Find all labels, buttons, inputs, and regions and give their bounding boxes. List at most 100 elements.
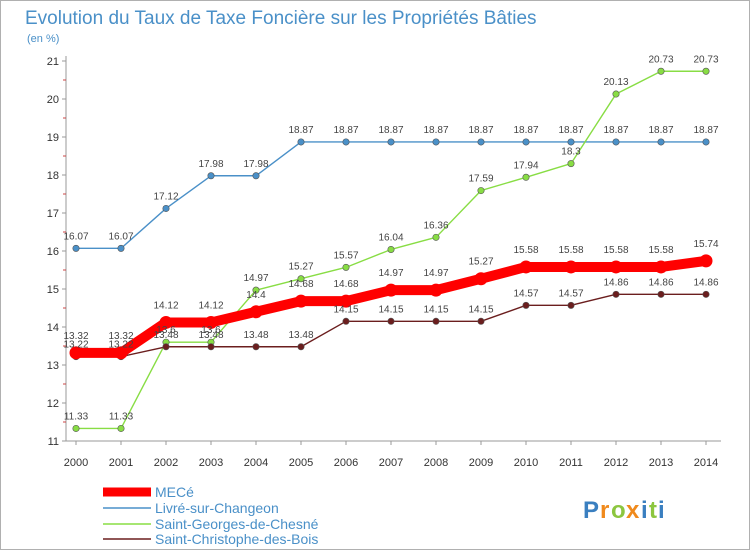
axes: 11 12 13 14 15 16 17 18 19 20 21 2000 2001 2002 2003 20…: [47, 56, 721, 469]
data-label: 13.6: [201, 325, 221, 336]
data-point: [252, 286, 260, 294]
data-label: 17.98: [243, 159, 268, 170]
data-label: 17.98: [198, 159, 223, 170]
data-label: 15.74: [693, 239, 718, 250]
chart-title: Evolution du Taux de Taxe Foncière sur l…: [25, 8, 537, 29]
data-point: [387, 245, 395, 253]
data-label: 15.58: [603, 245, 628, 256]
data-point: [114, 346, 128, 360]
data-label: 13.48: [243, 330, 268, 341]
data-label: 18.87: [378, 125, 403, 136]
data-point: [432, 233, 440, 241]
chart-subtitle: (en %): [27, 33, 59, 45]
data-point: [207, 343, 215, 351]
data-label: 15.27: [468, 257, 493, 268]
data-label: 14.12: [153, 300, 178, 311]
y-tick-label: 12: [47, 398, 59, 410]
data-point: [432, 138, 440, 146]
data-label: 14.97: [378, 268, 403, 279]
data-point: [387, 317, 395, 325]
data-point: [297, 275, 305, 283]
data-point: [387, 138, 395, 146]
data-label: 18.87: [288, 125, 313, 136]
data-point: [612, 290, 620, 298]
data-label: 15.58: [648, 245, 673, 256]
data-label: 11.33: [64, 411, 89, 422]
data-point: [162, 204, 170, 212]
data-label: 18.3: [561, 147, 581, 158]
data-point: [519, 260, 533, 274]
data-point: [477, 317, 485, 325]
y-tick-label: 21: [47, 56, 59, 68]
data-point: [159, 315, 173, 329]
data-point: [342, 138, 350, 146]
x-tick-label: 2001: [109, 457, 133, 469]
logo-letter: o: [611, 497, 626, 524]
series-group: [69, 67, 713, 432]
data-label: 18.87: [603, 125, 628, 136]
data-point: [297, 343, 305, 351]
data-point: [522, 173, 530, 181]
y-tick-label: 11: [48, 436, 59, 448]
data-point: [567, 160, 575, 168]
data-point: [654, 260, 668, 274]
logo-letter: P: [583, 497, 599, 524]
data-point: [204, 315, 218, 329]
data-label: 20.13: [603, 77, 628, 88]
data-labels-group: 13.32 13.32 14.12 14.12 14.4 14.68 14.68 14.97 1…: [63, 54, 718, 422]
data-point: [72, 244, 80, 252]
data-point: [612, 90, 620, 98]
x-tick-label: 2004: [244, 457, 268, 469]
x-tick-label: 2008: [424, 457, 448, 469]
data-label: 18.87: [558, 125, 583, 136]
logo-letter: i: [641, 497, 648, 524]
data-point: [699, 254, 713, 268]
data-label: 20.73: [648, 54, 673, 65]
data-point: [522, 301, 530, 309]
data-point: [657, 67, 665, 75]
data-point: [657, 290, 665, 298]
y-tick-label: 20: [47, 94, 59, 106]
x-tick-label: 2010: [514, 457, 538, 469]
data-label: 13.22: [108, 340, 133, 351]
data-label: 16.04: [378, 232, 403, 243]
x-tick-label: 2013: [649, 457, 673, 469]
data-point: [162, 343, 170, 351]
data-label: 14.15: [468, 304, 493, 315]
data-point: [252, 172, 260, 180]
data-point: [522, 138, 530, 146]
x-tick-label: 2006: [334, 457, 358, 469]
data-label: 14.86: [693, 277, 718, 288]
data-point: [297, 138, 305, 146]
data-label: 11.33: [109, 411, 134, 422]
data-label: 13.32: [108, 331, 133, 342]
data-label: 14.15: [423, 304, 448, 315]
x-tick-label: 2014: [694, 457, 718, 469]
data-label: 20.73: [693, 54, 718, 65]
x-tick-label: 2011: [559, 457, 583, 469]
x-tick-label: 2007: [379, 457, 403, 469]
data-point: [294, 294, 308, 308]
y-tick-label: 19: [47, 132, 59, 144]
data-label: 13.32: [63, 331, 88, 342]
data-point: [249, 305, 263, 319]
legend: MECéLivré-sur-ChangeonSaint-Georges-de-C…: [103, 484, 319, 547]
data-label: 14.86: [648, 277, 673, 288]
data-label: 15.57: [333, 250, 358, 261]
data-point: [432, 317, 440, 325]
data-label: 15.58: [558, 245, 583, 256]
data-label: 15.27: [288, 262, 313, 273]
data-point: [474, 272, 488, 286]
data-point: [567, 138, 575, 146]
y-tick-label: 17: [47, 208, 59, 220]
data-label: 14.86: [603, 277, 628, 288]
data-label: 18.87: [468, 125, 493, 136]
data-point: [342, 317, 350, 325]
x-tick-label: 2009: [469, 457, 493, 469]
data-label: 16.36: [423, 220, 448, 231]
data-point: [117, 244, 125, 252]
data-label: 14.15: [333, 304, 358, 315]
x-tick-label: 2002: [154, 457, 178, 469]
legend-label: Livré-sur-Changeon: [155, 500, 279, 516]
